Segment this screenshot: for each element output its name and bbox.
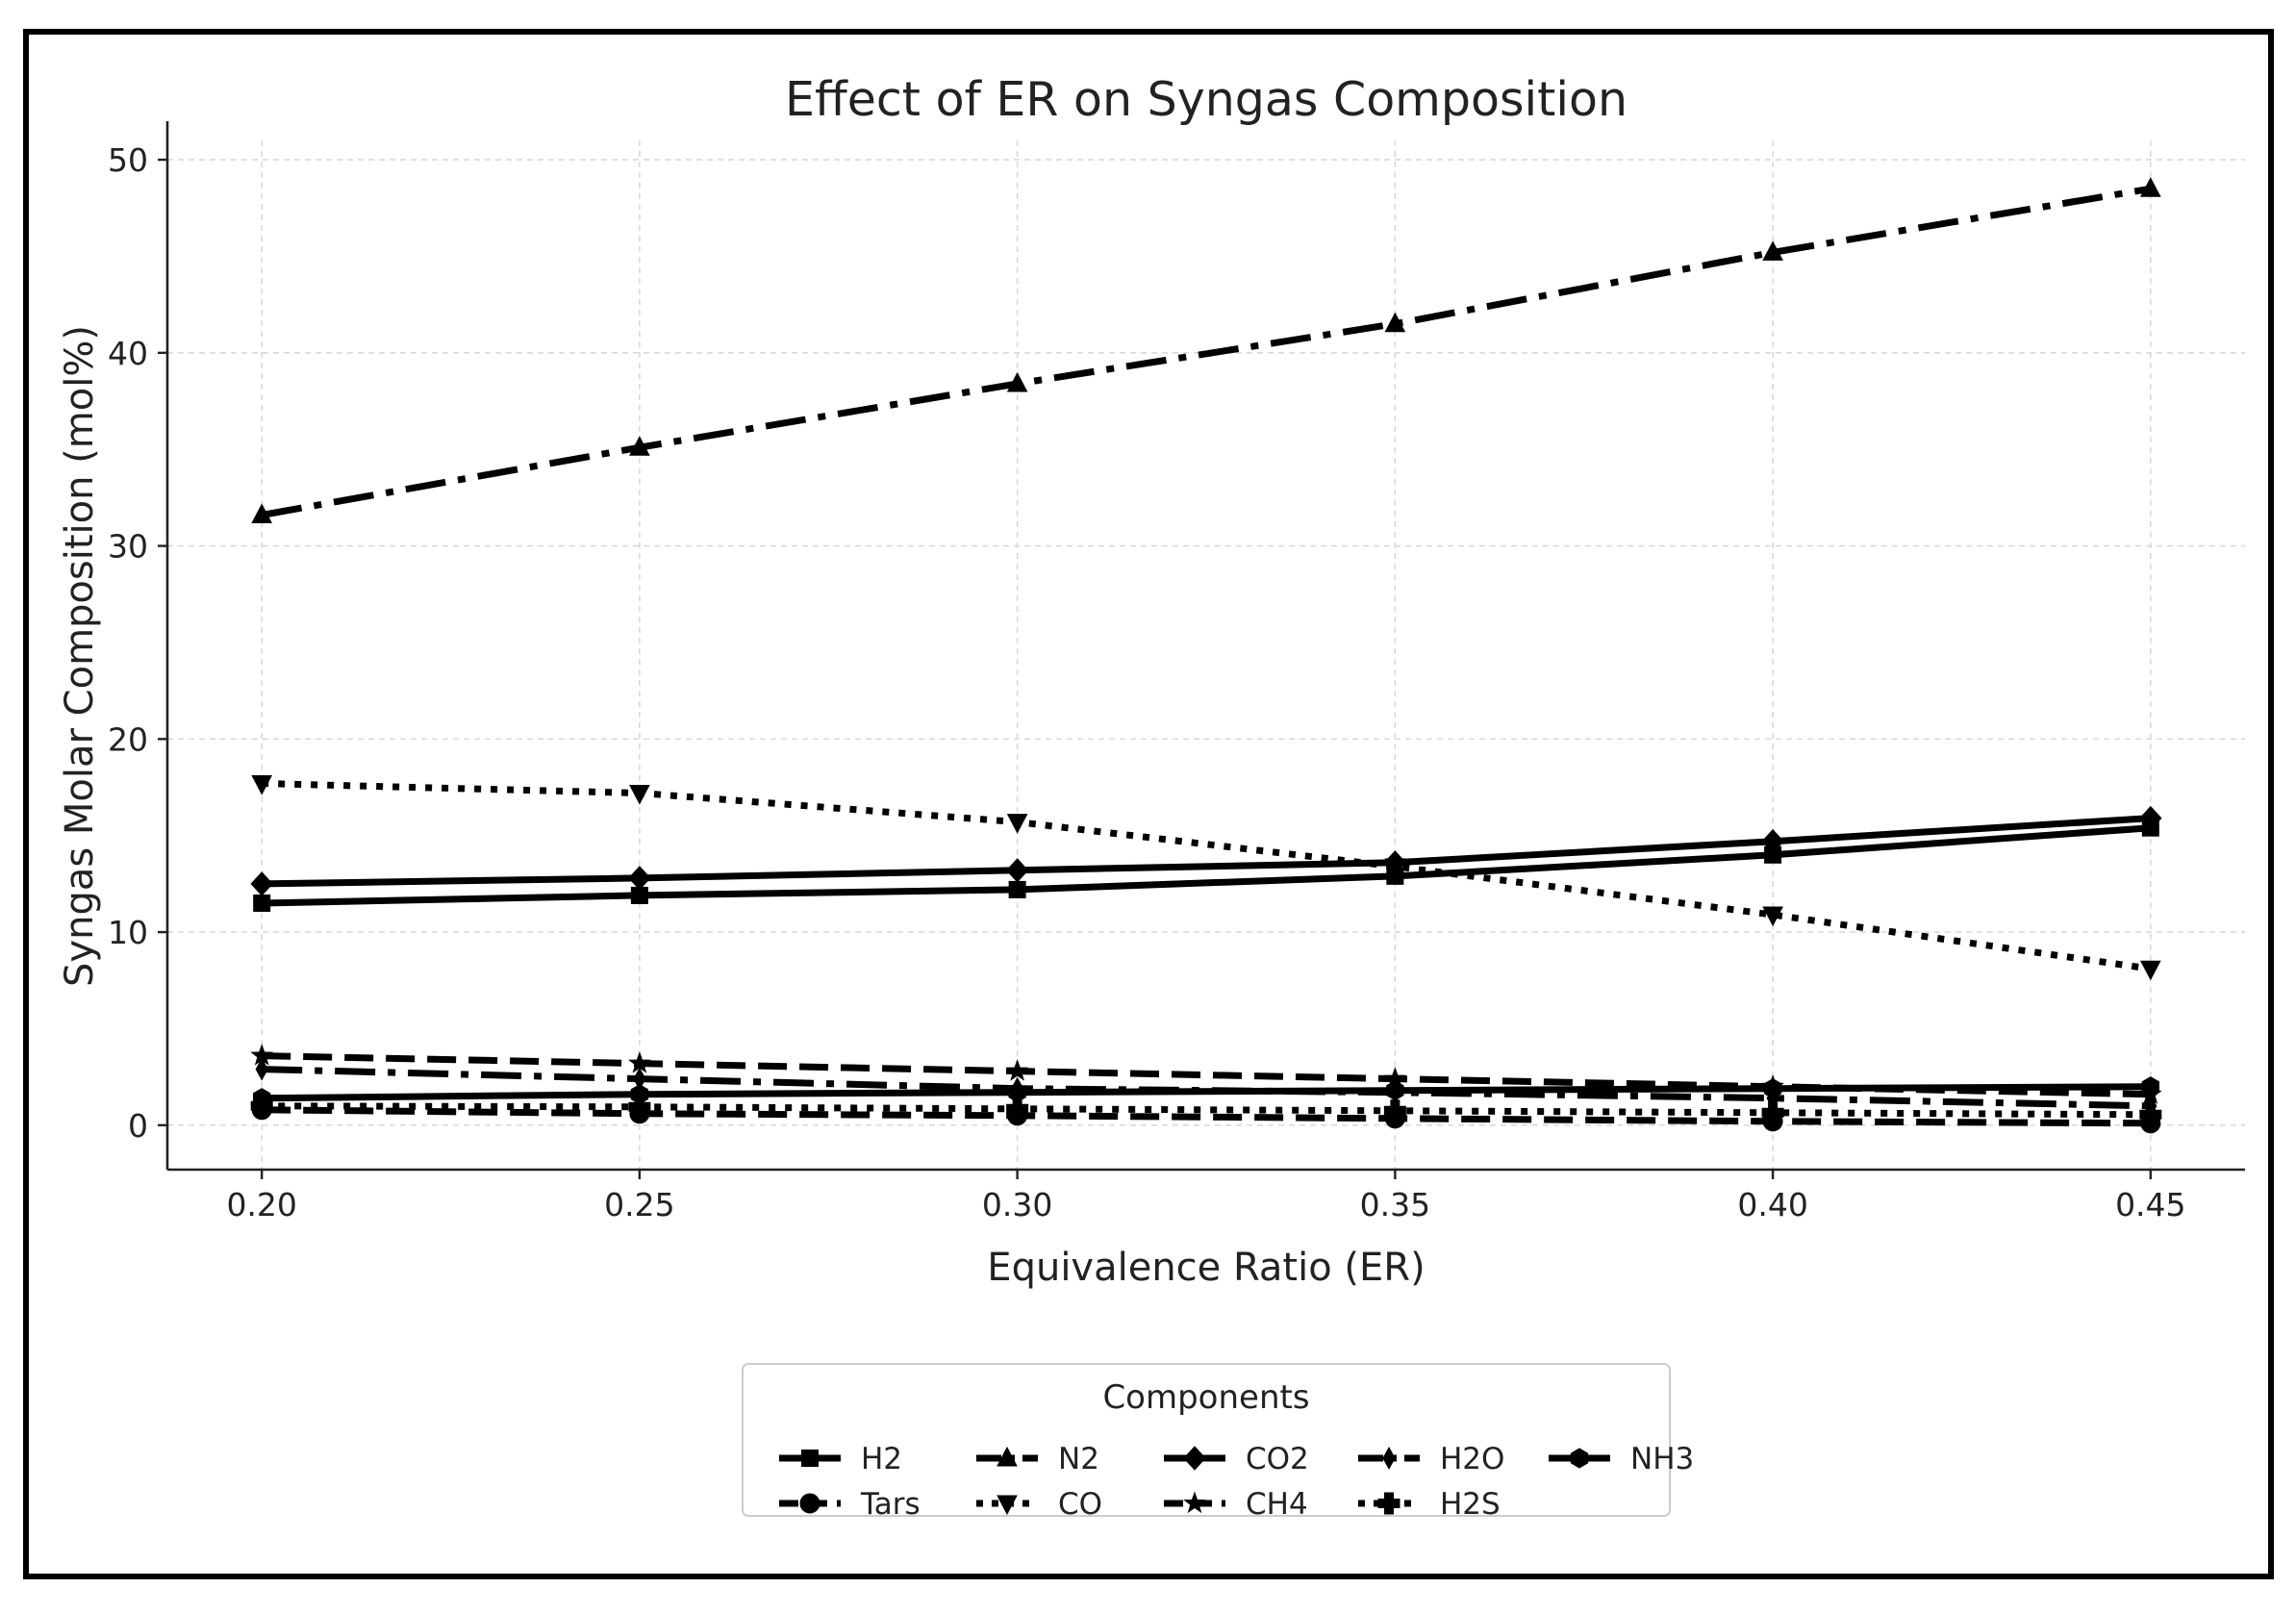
legend-item-co: CO xyxy=(976,1487,1102,1522)
legend-item-nh3: NH3 xyxy=(1549,1442,1694,1476)
data-point-n2 xyxy=(629,436,650,456)
series-line-n2 xyxy=(261,185,2152,518)
y-tick-label: 30 xyxy=(108,528,148,566)
series-co2 xyxy=(250,805,2162,896)
grid-lines xyxy=(167,140,2245,1170)
x-tick-label: 0.30 xyxy=(982,1186,1052,1223)
legend-marker-co xyxy=(997,1495,1018,1516)
data-point-co2 xyxy=(1761,828,1784,854)
data-point-co xyxy=(1384,858,1406,878)
legend-marker-ch4 xyxy=(1183,1491,1206,1514)
legend-marker-h2s xyxy=(1377,1492,1400,1515)
data-point-h2s xyxy=(1006,1097,1029,1121)
series-line-h2s xyxy=(262,1102,2151,1119)
legend-label-n2: N2 xyxy=(1058,1442,1099,1476)
legend-item-n2: N2 xyxy=(976,1442,1099,1476)
data-point-h2s xyxy=(250,1095,273,1118)
x-tick-label: 0.25 xyxy=(604,1186,674,1223)
y-tick-label: 50 xyxy=(108,141,148,179)
data-point-ch4 xyxy=(1005,1059,1029,1081)
x-axis-label: Equivalence Ratio (ER) xyxy=(987,1246,1425,1290)
series-ch4 xyxy=(250,1044,2162,1104)
data-point-n2 xyxy=(2139,177,2161,197)
legend-marker-co2 xyxy=(1183,1446,1206,1471)
legend-label-nh3: NH3 xyxy=(1630,1442,1694,1476)
y-tick-label: 20 xyxy=(108,720,148,758)
legend-label-h2s: H2S xyxy=(1440,1487,1501,1522)
legend-item-h2: H2 xyxy=(779,1442,902,1476)
data-point-h2 xyxy=(1008,880,1026,898)
series-line-tars xyxy=(262,1106,2151,1127)
x-tick-label: 0.35 xyxy=(1360,1186,1430,1223)
series-line-nh3 xyxy=(262,1083,2151,1102)
data-point-h2o xyxy=(255,1057,268,1081)
data-point-co2 xyxy=(2139,805,2162,831)
series-line-co xyxy=(262,780,2152,972)
legend-marker-h2 xyxy=(801,1450,819,1467)
y-tick-label: 40 xyxy=(108,335,148,372)
series-co xyxy=(251,774,2161,981)
data-point-h2s xyxy=(1383,1099,1406,1122)
legend-marker-nh3 xyxy=(1570,1448,1589,1469)
data-point-co xyxy=(1006,814,1028,834)
data-point-co xyxy=(251,774,273,795)
data-point-n2 xyxy=(251,503,273,523)
data-point-h2 xyxy=(253,894,271,912)
data-point-ch4 xyxy=(628,1051,651,1073)
legend-marker-h2o xyxy=(1382,1446,1396,1471)
legend-item-tars: Tars xyxy=(779,1487,921,1522)
data-point-co xyxy=(629,785,650,805)
series-n2 xyxy=(251,177,2161,523)
data-point-co xyxy=(1762,906,1783,927)
data-point-ch4 xyxy=(250,1044,274,1066)
data-point-co xyxy=(2139,960,2161,981)
data-point-n2 xyxy=(1006,371,1028,392)
series-line-h2o xyxy=(262,1066,2151,1110)
data-point-h2s xyxy=(628,1096,651,1119)
y-tick-label: 0 xyxy=(128,1107,148,1145)
legend-label-h2: H2 xyxy=(861,1442,902,1476)
series-line-h2 xyxy=(262,824,2152,907)
data-point-ch4 xyxy=(1761,1074,1784,1097)
data-point-ch4 xyxy=(1383,1067,1407,1089)
legend-label-co2: CO2 xyxy=(1246,1442,1309,1476)
series-line-ch4 xyxy=(262,1052,2151,1098)
data-point-co2 xyxy=(1005,858,1029,883)
legend-marker-n2 xyxy=(997,1446,1018,1467)
legend: Components H2 N2 CO2 H2O NH3 Tars CO CH4 H2S xyxy=(742,1363,1694,1522)
x-tick-label: 0.45 xyxy=(2115,1186,2185,1223)
data-point-co2 xyxy=(628,866,651,891)
legend-item-h2o: H2O xyxy=(1358,1442,1504,1476)
legend-item-h2s: H2S xyxy=(1358,1487,1501,1522)
chart-frame: 0.20 0.25 0.30 0.35 0.40 0.45 0 10 20 30 40 50 Effe… xyxy=(23,29,2274,1579)
axes xyxy=(165,121,2245,1172)
legend-item-ch4: CH4 xyxy=(1164,1487,1308,1522)
series-h2s xyxy=(250,1095,2162,1126)
data-point-n2 xyxy=(1762,240,1783,261)
x-tick-label: 0.40 xyxy=(1737,1186,1807,1223)
chart-title: Effect of ER on Syngas Composition xyxy=(785,72,1627,127)
x-tick-label: 0.20 xyxy=(226,1186,296,1223)
y-axis-label: Syngas Molar Composition (mol%) xyxy=(58,325,102,987)
legend-title: Components xyxy=(1102,1378,1309,1417)
legend-box xyxy=(742,1363,1671,1517)
series-tars xyxy=(251,1099,2161,1134)
legend-label-co: CO xyxy=(1058,1487,1102,1522)
legend-label-ch4: CH4 xyxy=(1246,1487,1308,1522)
legend-item-co2: CO2 xyxy=(1164,1442,1309,1476)
data-point-n2 xyxy=(1384,312,1406,333)
data-point-co2 xyxy=(250,871,273,896)
legend-label-tars: Tars xyxy=(860,1487,921,1522)
data-point-h2s xyxy=(1761,1101,1784,1124)
legend-label-h2o: H2O xyxy=(1440,1442,1504,1476)
data-point-ch4 xyxy=(2138,1082,2162,1104)
legend-marker-tars xyxy=(799,1493,820,1514)
data-point-h2s xyxy=(2139,1103,2162,1126)
y-tick-label: 10 xyxy=(108,914,148,951)
line-chart: 0.20 0.25 0.30 0.35 0.40 0.45 0 10 20 30 40 50 Effe… xyxy=(58,72,2245,1522)
series-line-co2 xyxy=(262,815,2152,888)
